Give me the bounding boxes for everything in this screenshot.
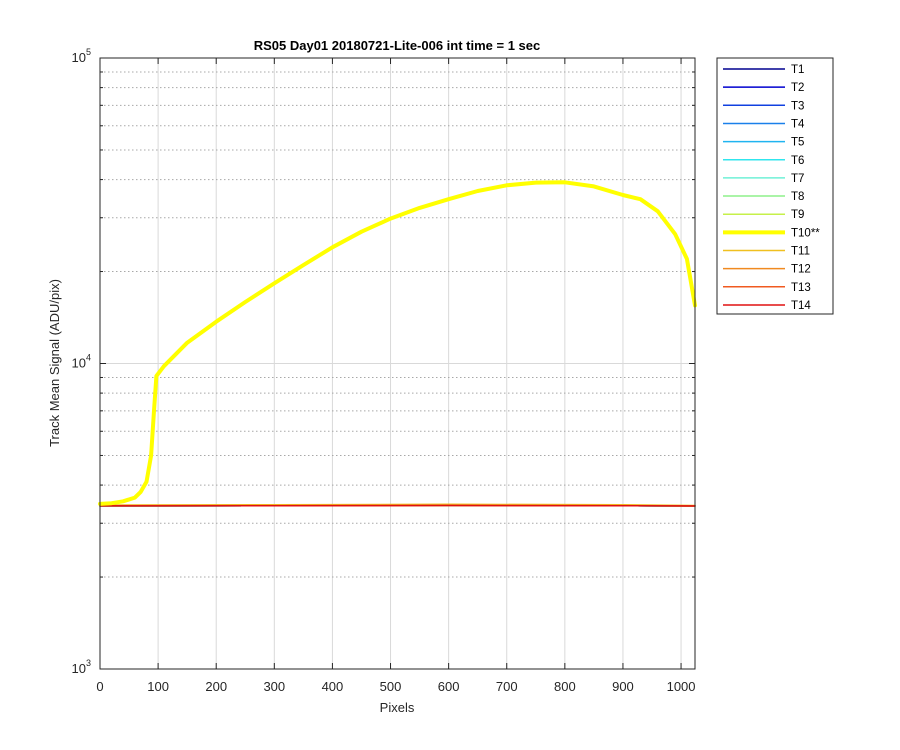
legend-label: T5 — [791, 137, 804, 149]
y-tick-base: 10 — [72, 356, 86, 371]
legend-label: T4 — [791, 118, 805, 130]
y-tick-base: 10 — [72, 50, 86, 65]
x-tick-label: 900 — [612, 679, 634, 694]
legend-label: T3 — [791, 100, 804, 112]
y-tick-exponent: 3 — [86, 658, 91, 668]
legend-label: T11 — [791, 246, 810, 258]
legend-label: T12 — [791, 264, 811, 276]
y-tick-base: 10 — [72, 661, 86, 676]
x-tick-label: 800 — [554, 679, 576, 694]
x-tick-label: 0 — [96, 679, 103, 694]
x-tick-label: 600 — [438, 679, 460, 694]
y-tick-label: 105 — [72, 47, 91, 65]
x-tick-label: 400 — [322, 679, 344, 694]
y-tick-label: 103 — [72, 658, 91, 676]
x-tick-label: 300 — [263, 679, 285, 694]
x-axis-label: Pixels — [380, 700, 415, 715]
legend: T1 T2 T3 T4 T5 T6 T7 T8 T9 T10** T11 T12 T13 T14 — [716, 57, 834, 315]
series-line-T10 — [98, 180, 697, 506]
legend-items: T1 T2 T3 T4 T5 T6 T7 T8 T9 T10** T11 T12 T13 T14 — [723, 64, 820, 312]
series-layer — [98, 180, 697, 507]
x-tick-label: 1000 — [667, 679, 696, 694]
legend-label: T13 — [791, 282, 811, 294]
legend-label: T9 — [791, 209, 804, 221]
series-line-T14 — [99, 504, 696, 507]
legend-box — [716, 57, 834, 315]
y-tick-exponent: 5 — [86, 47, 91, 57]
x-tick-label: 100 — [147, 679, 169, 694]
legend-label: T7 — [791, 173, 804, 185]
y-tick-label: 104 — [72, 353, 91, 371]
y-axis-label: Track Mean Signal (ADU/pix) — [47, 279, 62, 447]
x-tick-label: 500 — [380, 679, 402, 694]
x-tick-label: 200 — [205, 679, 227, 694]
legend-label: T14 — [791, 300, 811, 312]
chart-title: RS05 Day01 20180721-Lite-006 int time = … — [254, 38, 541, 53]
tick-layer: 0 100 200 300 400 500 600 700 800 900 100010310410… — [72, 47, 696, 694]
legend-label: T6 — [791, 155, 804, 167]
legend-label: T2 — [791, 82, 804, 94]
legend-label: T8 — [791, 191, 804, 203]
y-tick-exponent: 4 — [86, 353, 91, 363]
legend-label: T1 — [791, 64, 804, 76]
grid-layer — [100, 58, 695, 669]
x-tick-label: 700 — [496, 679, 518, 694]
legend-label: T10** — [791, 227, 820, 239]
